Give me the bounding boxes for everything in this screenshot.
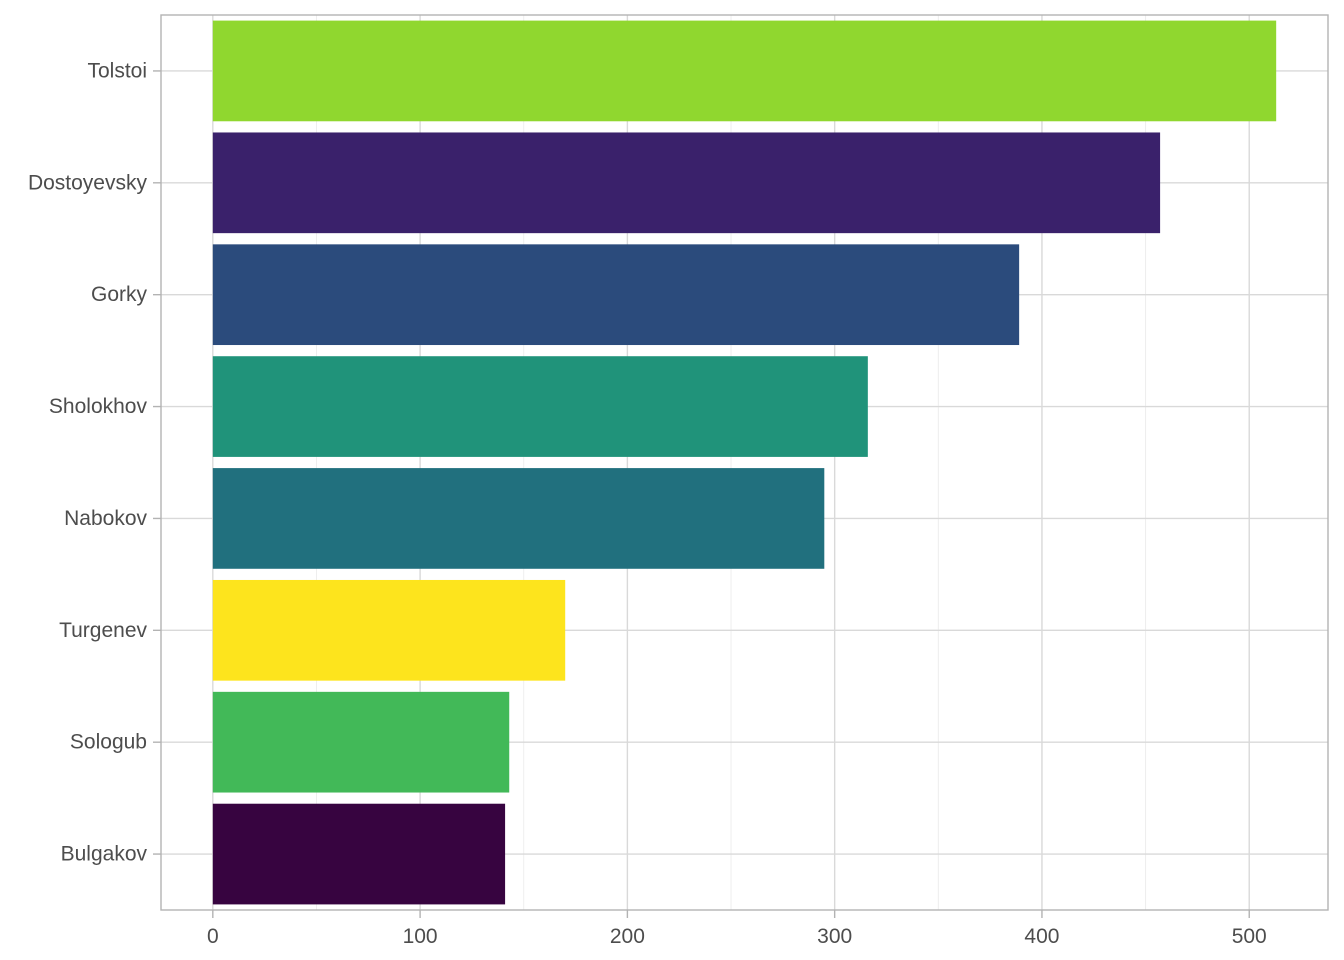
x-tick-label: 200 — [610, 925, 645, 948]
y-tick-label: Tolstoi — [87, 59, 147, 82]
bar-turgenev — [212, 579, 566, 681]
tick-labels: Tolstoi Dostoyevsky Gorky Sholokhov Nabokov T… — [28, 59, 1267, 948]
x-tick-label: 300 — [817, 925, 852, 948]
bar-nabokov — [212, 468, 825, 569]
y-tick-label: Sologub — [70, 731, 147, 754]
x-tick-label: 500 — [1232, 925, 1267, 948]
y-tick-label: Turgenev — [59, 619, 147, 642]
panel-border — [160, 14, 1329, 911]
bars — [212, 20, 1277, 905]
x-tick-label: 100 — [403, 925, 438, 948]
x-tick-label: 400 — [1024, 925, 1059, 948]
bar-bulgakov — [212, 803, 506, 905]
y-tick-label: Sholokhov — [49, 395, 148, 418]
y-tick-label: Nabokov — [64, 507, 147, 530]
y-tick-label: Dostoyevsky — [28, 171, 148, 194]
y-tick-label: Bulgakov — [61, 843, 148, 866]
bar-gorky — [212, 244, 1020, 346]
bar-tolstoi — [212, 20, 1277, 122]
bar-dostoyevsky — [212, 132, 1161, 234]
x-tick-label: 0 — [207, 925, 219, 948]
bar-sholokhov — [212, 356, 868, 457]
y-tick-label: Gorky — [91, 283, 148, 306]
axes — [153, 14, 1329, 918]
bar-sologub — [212, 691, 510, 793]
